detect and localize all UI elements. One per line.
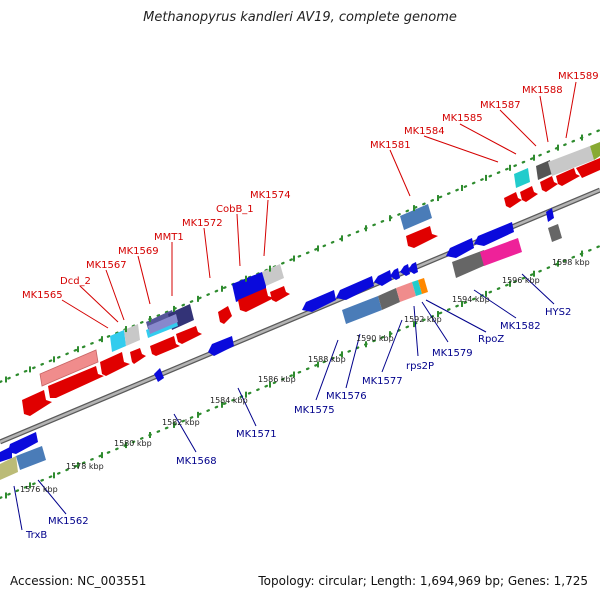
label-mk1574[interactable]: MK1574 bbox=[250, 190, 291, 201]
tick-label: 1592 kbp bbox=[404, 315, 442, 324]
gene-f2-arrow[interactable] bbox=[48, 366, 104, 398]
label-mk1582[interactable]: MK1582 bbox=[500, 321, 541, 332]
tick-label: 1586 kbp bbox=[258, 375, 296, 384]
gene-f13-arrow[interactable] bbox=[556, 168, 580, 186]
gene-rpoz-box[interactable] bbox=[418, 278, 428, 294]
gene-mk1577-box[interactable] bbox=[378, 288, 400, 310]
gene-f6-arrow[interactable] bbox=[176, 326, 202, 344]
label-trxb[interactable]: TrxB bbox=[25, 530, 47, 541]
label-mk1568[interactable]: MK1568 bbox=[176, 456, 217, 467]
tick-label: 1594 kbp bbox=[452, 295, 490, 304]
leader-lines bbox=[13, 81, 577, 531]
topology-summary: Topology: circular; Length: 1,694,969 bp… bbox=[258, 574, 588, 588]
gene-r6-arrow[interactable] bbox=[336, 276, 374, 300]
gene-r4-arrow[interactable] bbox=[208, 336, 234, 356]
label-mk1589[interactable]: MK1589 bbox=[558, 71, 599, 82]
forward-labels: MK1565 Dcd_2 MK1567 MK1569 MMT1 MK1572 C… bbox=[22, 71, 599, 301]
gene-mk1576-box[interactable] bbox=[342, 296, 382, 324]
label-mk1572[interactable]: MK1572 bbox=[182, 218, 223, 229]
gene-r8-arrow[interactable] bbox=[390, 268, 400, 280]
label-mk1565[interactable]: MK1565 bbox=[22, 290, 63, 301]
gene-r7-arrow[interactable] bbox=[374, 270, 392, 286]
gene-r9-arrow[interactable] bbox=[400, 264, 410, 276]
gene-f16-arrow[interactable] bbox=[148, 314, 178, 334]
tick-label: 1576 kbp bbox=[20, 485, 58, 494]
label-mk1585[interactable]: MK1585 bbox=[442, 113, 483, 124]
gene-hys2-box[interactable] bbox=[480, 238, 522, 266]
gene-r2-arrow[interactable] bbox=[8, 432, 38, 454]
gene-mk1562-box[interactable] bbox=[16, 446, 46, 470]
gene-f11-arrow[interactable] bbox=[520, 186, 538, 202]
reverse-strand-genes[interactable] bbox=[0, 208, 562, 480]
tick-label: 1596 kbp bbox=[502, 276, 540, 285]
tick-label: 1598 kbp bbox=[552, 258, 590, 267]
tick-label: 1578 kbp bbox=[66, 462, 104, 471]
forward-strand-genes[interactable] bbox=[22, 142, 600, 416]
label-mk1588[interactable]: MK1588 bbox=[522, 85, 563, 96]
reverse-labels: TrxB MK1562 MK1568 MK1571 MK1575 MK1576 … bbox=[25, 307, 571, 541]
label-mk1587[interactable]: MK1587 bbox=[480, 100, 521, 111]
gene-rps2p-box[interactable] bbox=[396, 282, 416, 302]
gene-f12-arrow[interactable] bbox=[540, 176, 558, 192]
gene-mk1582-box[interactable] bbox=[452, 250, 488, 278]
gene-mk1581-box[interactable] bbox=[400, 204, 432, 230]
label-mk1567[interactable]: MK1567 bbox=[86, 260, 127, 271]
gene-f10-arrow[interactable] bbox=[504, 192, 522, 208]
label-cobb1[interactable]: CobB_1 bbox=[216, 204, 254, 215]
gene-r5-arrow[interactable] bbox=[302, 290, 336, 312]
gene-mk1579-box[interactable] bbox=[412, 280, 422, 296]
gene-r14-box[interactable] bbox=[548, 224, 562, 242]
gene-r10-arrow[interactable] bbox=[408, 262, 418, 274]
gene-dcd2-box[interactable] bbox=[124, 324, 140, 346]
gene-mk1565-box[interactable] bbox=[39, 349, 99, 387]
label-hys2[interactable]: HYS2 bbox=[545, 307, 571, 318]
tick-label: 1584 kbp bbox=[210, 396, 248, 405]
gene-r13-arrow[interactable] bbox=[546, 208, 554, 222]
label-mk1581[interactable]: MK1581 bbox=[370, 140, 411, 151]
label-mk1562[interactable]: MK1562 bbox=[48, 516, 89, 527]
label-mk1584[interactable]: MK1584 bbox=[404, 126, 445, 137]
gene-f7-arrow[interactable] bbox=[238, 288, 274, 312]
gene-f1-arrow[interactable] bbox=[22, 390, 52, 416]
tick-label: 1582 kbp bbox=[162, 418, 200, 427]
gene-mk1587-box[interactable] bbox=[548, 146, 594, 176]
label-mk1579[interactable]: MK1579 bbox=[432, 348, 473, 359]
label-rpoz[interactable]: RpoZ bbox=[478, 334, 504, 345]
dotted-guides bbox=[0, 128, 600, 500]
gene-r11-arrow[interactable] bbox=[446, 238, 474, 258]
gene-mk1567-box[interactable] bbox=[110, 330, 126, 352]
tick-label: 1588 kbp bbox=[308, 355, 346, 364]
label-mk1576[interactable]: MK1576 bbox=[326, 391, 367, 402]
label-mk1575[interactable]: MK1575 bbox=[294, 405, 335, 416]
label-mk1569[interactable]: MK1569 bbox=[118, 246, 159, 257]
tick-labels: 1576 kbp 1578 kbp 1580 kbp 1582 kbp 1584… bbox=[20, 258, 590, 494]
gene-f9-arrow[interactable] bbox=[406, 226, 438, 248]
gene-f5-arrow[interactable] bbox=[150, 336, 180, 356]
gene-mk1572-arrow[interactable] bbox=[218, 306, 232, 324]
map-title: Methanopyrus kandleri AV19, complete gen… bbox=[143, 10, 457, 25]
gene-mk1589-box[interactable] bbox=[590, 142, 600, 160]
label-dcd2[interactable]: Dcd_2 bbox=[60, 276, 91, 287]
gene-mk1585-box[interactable] bbox=[536, 160, 552, 180]
tick-label: 1580 kbp bbox=[114, 439, 152, 448]
gene-trxb-box[interactable] bbox=[0, 456, 18, 480]
tick-label: 1590 kbp bbox=[356, 334, 394, 343]
gene-cobb1-arrow[interactable] bbox=[232, 272, 266, 302]
accession-text: Accession: NC_003551 bbox=[10, 574, 147, 588]
gene-f3-arrow[interactable] bbox=[100, 352, 130, 376]
tick-marks bbox=[5, 134, 583, 499]
label-rps2p[interactable]: rps2P bbox=[406, 361, 434, 372]
gene-f8-arrow[interactable] bbox=[270, 286, 290, 302]
label-mk1577[interactable]: MK1577 bbox=[362, 376, 403, 387]
gene-mk1584-box[interactable] bbox=[514, 168, 530, 188]
label-mmt1[interactable]: MMT1 bbox=[154, 232, 184, 243]
gene-r12-arrow[interactable] bbox=[474, 222, 514, 246]
gene-f14-arrow[interactable] bbox=[576, 158, 600, 178]
gene-r3-arrow[interactable] bbox=[154, 368, 164, 382]
gene-f4-arrow[interactable] bbox=[130, 348, 146, 364]
label-mk1571[interactable]: MK1571 bbox=[236, 429, 277, 440]
gene-mk1574-box[interactable] bbox=[262, 264, 284, 286]
